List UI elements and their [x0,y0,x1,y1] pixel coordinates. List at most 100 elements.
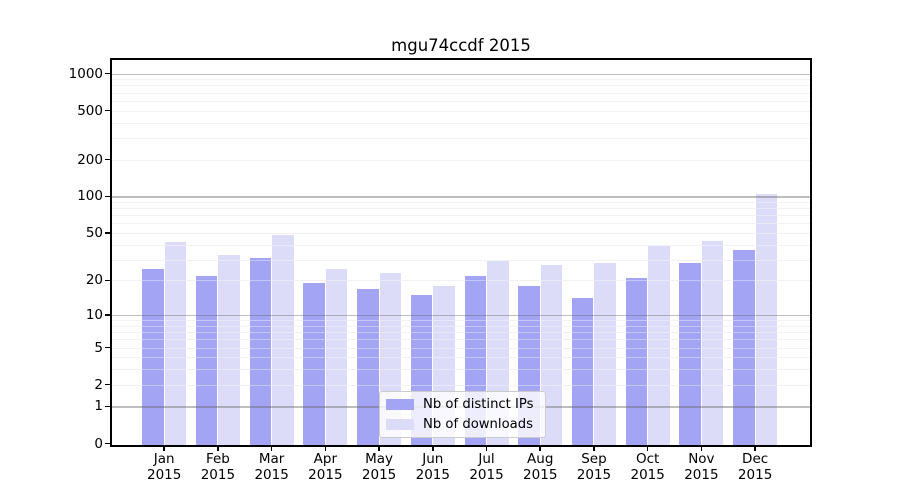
minor-gridline [112,259,810,261]
legend-item-downloads: Nb of downloads [386,416,537,433]
minor-gridline [112,384,810,386]
bar-ips-may [357,288,379,445]
x-tick-mark [217,445,219,451]
x-axis-tick-label: Apr 2015 [308,451,343,483]
y-axis-tick-label: 20 [85,272,103,289]
minor-gridline [112,369,810,371]
bar-downloads-apr [325,269,348,445]
legend-label-downloads: Nb of downloads [423,417,533,432]
bar-ips-nov [679,263,701,445]
y-axis-tick-label: 5 [94,339,103,356]
x-tick-mark [485,445,488,451]
x-tick-mark [593,445,595,451]
y-tick-mark [105,314,111,316]
y-tick-mark [105,158,111,161]
bar-downloads-sep [594,263,616,445]
x-axis-tick-label: Aug 2015 [523,451,558,483]
x-axis-tick-label: Nov 2015 [684,451,719,483]
y-axis-tick-label: 1 [94,398,103,415]
bar-downloads-aug [540,265,563,445]
x-tick-mark [432,445,434,451]
x-axis-tick-label: Jun 2015 [415,451,450,483]
minor-gridline [112,339,810,341]
x-tick-mark [646,445,649,451]
y-axis-tick-label: 500 [77,102,103,119]
bar-ips-sep [571,298,594,445]
minor-gridline [112,100,810,102]
x-tick-mark [378,445,380,451]
y-tick-mark [105,72,111,75]
x-tick-mark [754,445,756,451]
x-axis-tick-label: May 2015 [361,451,397,483]
legend-label-distinct-ips: Nb of distinct IPs [423,397,534,412]
minor-gridline [112,232,810,234]
minor-gridline [112,357,810,359]
y-tick-mark [105,346,111,349]
gridlines-under-layer [112,60,810,445]
minor-gridline [112,215,810,217]
legend-item-distinct-ips: Nb of distinct IPs [386,396,537,413]
x-tick-mark [163,445,165,451]
x-axis-tick-label: Mar 2015 [254,451,289,483]
bar-ips-jan [142,269,164,445]
y-axis-tick-label: 10 [85,307,103,324]
bar-ips-feb [195,275,218,445]
x-tick-mark [539,445,541,451]
minor-gridline [112,244,810,246]
bar-downloads-feb [218,254,240,445]
bar-ips-mar [249,257,272,445]
minor-gridline [112,79,810,81]
x-tick-mark [270,445,273,451]
x-axis-tick-label: Dec 2015 [737,451,773,483]
bar-downloads-mar [272,235,294,445]
bar-ips-oct [625,277,648,445]
bar-downloads-nov [701,240,724,445]
bar-ips-dec [733,250,755,445]
bar-downloads-oct [648,245,670,445]
chart-title: mgu74ccdf 2015 [391,36,531,55]
minor-gridline [112,208,810,210]
y-axis-tick-label: 0 [94,435,103,452]
bars-layer [112,60,810,445]
y-axis-tick-label: 100 [77,188,103,205]
x-axis-tick-label: Jul 2015 [469,451,504,483]
minor-gridline [112,92,810,94]
legend: Nb of distinct IPs Nb of downloads [379,391,546,438]
plot-area [112,60,810,445]
legend-swatch-downloads [386,419,414,430]
minor-gridline [112,347,810,349]
y-tick-mark [105,442,111,445]
minor-gridline [112,110,810,112]
minor-gridline [112,137,810,139]
x-axis-tick-label: Oct 2015 [630,451,665,483]
y-axis-tick-label: 200 [77,151,103,168]
y-axis-tick-label: 2 [94,376,103,393]
x-axis-tick-label: Jan 2015 [147,451,182,483]
minor-gridline [112,85,810,87]
minor-gridline [112,332,810,334]
minor-gridline [112,223,810,225]
minor-gridline [112,159,810,161]
bar-ips-apr [303,283,325,445]
x-axis-tick-label: Sep 2015 [576,451,612,483]
x-axis-tick-label: Feb 2015 [200,451,236,483]
minor-gridline [112,325,810,327]
y-tick-mark [105,405,111,408]
bar-downloads-dec [755,193,778,445]
y-tick-mark [105,383,111,386]
minor-gridline [112,122,810,124]
y-tick-mark [105,195,111,198]
y-axis-tick-label: 1000 [68,65,103,82]
x-tick-mark [700,445,703,451]
minor-gridline [112,280,810,282]
legend-swatch-distinct-ips [386,399,414,410]
y-tick-mark [105,109,111,112]
bar-downloads-jan [164,242,187,445]
minor-gridline [112,320,810,322]
x-tick-mark [324,445,327,451]
y-tick-mark [105,232,111,234]
minor-gridline [112,201,810,203]
y-axis-tick-label: 50 [85,224,103,241]
y-tick-mark [105,279,111,282]
